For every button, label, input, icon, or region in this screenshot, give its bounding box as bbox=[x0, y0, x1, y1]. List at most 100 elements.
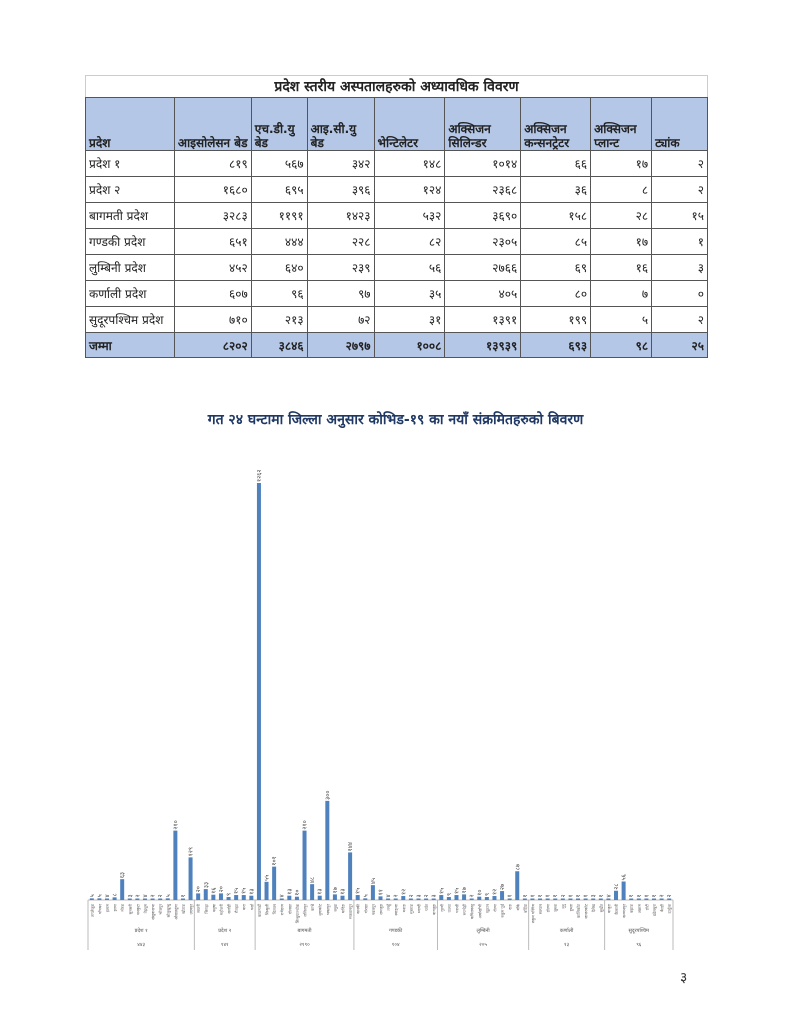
bar bbox=[370, 885, 375, 900]
bar bbox=[439, 895, 444, 900]
table-cell: ६०७ bbox=[173, 280, 252, 307]
bar bbox=[386, 898, 391, 900]
bar bbox=[180, 898, 185, 900]
data-label: २ bbox=[393, 894, 400, 897]
bar bbox=[120, 879, 125, 900]
district-label: गुल्मी bbox=[439, 903, 445, 912]
district-label: रसुवा bbox=[333, 903, 339, 912]
district-label: चितवन bbox=[272, 903, 277, 914]
table-cell: ६४० bbox=[250, 254, 308, 281]
district-label: दार्चुला bbox=[667, 903, 673, 913]
bar bbox=[446, 897, 451, 900]
data-label: १ bbox=[507, 894, 514, 897]
data-label: १ bbox=[636, 894, 643, 897]
province-group-total: २०५ bbox=[479, 942, 487, 948]
district-label: सर्लाही bbox=[227, 903, 232, 914]
district-label: काभ्रे bbox=[310, 904, 315, 911]
bar bbox=[112, 897, 117, 900]
district-label: कालिकोट bbox=[576, 903, 581, 918]
bar bbox=[363, 898, 368, 900]
province-name: गण्डकी प्रदेश bbox=[85, 228, 175, 255]
bar bbox=[317, 895, 322, 900]
data-label: ४ bbox=[385, 894, 392, 897]
table-cell: ५ bbox=[590, 306, 653, 333]
district-label: म्याग्दी bbox=[416, 903, 421, 913]
data-label: १ bbox=[567, 894, 574, 897]
district-label: रुपन्देही bbox=[462, 903, 467, 915]
bar bbox=[621, 881, 626, 900]
table-cell: ४४४ bbox=[250, 228, 308, 255]
province-group-label: कर्णाली bbox=[560, 927, 574, 934]
data-label: १० bbox=[476, 889, 483, 895]
table-cell: १२४ bbox=[373, 176, 446, 203]
bar bbox=[142, 898, 147, 900]
data-label: १ bbox=[598, 894, 605, 897]
table-row: सुदूरपश्चिम प्रदेश ७१० २१३ ७२ ३१ १३९१ १९९ ५ २ bbox=[85, 306, 708, 333]
table-cell: २३९ bbox=[306, 254, 375, 281]
page-number: ३ bbox=[680, 970, 688, 986]
table-cell: ६५१ bbox=[173, 228, 252, 255]
bar bbox=[89, 898, 94, 900]
district-label: मोरङ bbox=[120, 904, 125, 912]
data-label: २ bbox=[423, 894, 430, 897]
data-label: ४८ bbox=[309, 877, 316, 883]
total-cell: ९८ bbox=[590, 332, 653, 358]
province-group-total: २१९० bbox=[299, 942, 310, 948]
bar bbox=[424, 898, 429, 900]
province-name: लुम्बिनी प्रदेश bbox=[85, 254, 175, 281]
data-label: १३ bbox=[248, 888, 255, 894]
column-header: अक्सिजन कन्सनट्रेटर bbox=[520, 97, 592, 151]
bar bbox=[294, 896, 299, 900]
bar bbox=[378, 896, 383, 900]
district-label: पर्सा bbox=[249, 903, 254, 910]
column-header: ट्यांक bbox=[651, 97, 708, 151]
data-label: १ bbox=[651, 894, 658, 897]
bar bbox=[568, 898, 573, 900]
table-cell: ६९५ bbox=[250, 176, 308, 203]
district-label: धनकुटा bbox=[135, 903, 141, 915]
hospital-capacity-table: प्रदेश स्तरीय अस्पतालहरुको अध्यावधिक विव… bbox=[85, 75, 708, 358]
table-header-row: प्रदेश आइसोलेसन बेड एच.डी.यु बेड आइ.सी.यु ब… bbox=[85, 97, 708, 151]
district-label: बैतडी bbox=[660, 903, 665, 912]
bar bbox=[484, 897, 489, 900]
district-label: भक्तपुर bbox=[325, 904, 331, 916]
table-cell: ८५ bbox=[520, 228, 592, 255]
data-label: १ bbox=[545, 894, 552, 897]
district-label: इलाम bbox=[105, 903, 110, 912]
district-label: रोल्पा bbox=[492, 903, 497, 912]
bar bbox=[629, 898, 634, 900]
province-group-total: ९६ bbox=[636, 942, 642, 948]
bar bbox=[507, 898, 512, 900]
bar bbox=[401, 896, 406, 900]
bar bbox=[408, 898, 413, 900]
district-label: पाँचथर bbox=[97, 904, 102, 914]
bar bbox=[302, 830, 307, 900]
district-label: मुगु bbox=[561, 903, 567, 909]
bar bbox=[469, 898, 474, 900]
bar bbox=[188, 857, 193, 900]
district-label: गोरखा bbox=[363, 903, 368, 913]
data-label: २१० bbox=[302, 820, 309, 829]
district-label: सिराहा bbox=[204, 903, 209, 914]
data-label: १ bbox=[583, 894, 590, 897]
table-cell: ५६ bbox=[373, 254, 446, 281]
column-header: आइ.सी.यु बेड bbox=[306, 97, 375, 151]
table-cell: २ bbox=[651, 176, 708, 203]
district-label: ललितपुर bbox=[303, 904, 309, 917]
table-cell: ९६ bbox=[250, 280, 308, 307]
province-name: सुदूरपश्चिम प्रदेश bbox=[85, 306, 175, 333]
data-label: ५ bbox=[362, 894, 369, 897]
table-cell: २३६८ bbox=[444, 176, 522, 203]
bar bbox=[173, 830, 178, 900]
district-label: कास्की bbox=[356, 903, 361, 914]
bar bbox=[454, 895, 459, 900]
data-label: ३०० bbox=[324, 790, 331, 799]
district-label: कञ्चनपुर bbox=[622, 904, 628, 918]
bar bbox=[462, 894, 467, 900]
data-label: १५ bbox=[241, 888, 248, 894]
district-label: भोजपुर bbox=[158, 904, 164, 915]
bar bbox=[348, 852, 353, 900]
data-label: २० bbox=[195, 886, 202, 892]
data-label: ४ bbox=[279, 894, 286, 897]
table-title: प्रदेश स्तरीय अस्पतालहरुको अध्यावधिक विव… bbox=[85, 75, 708, 98]
